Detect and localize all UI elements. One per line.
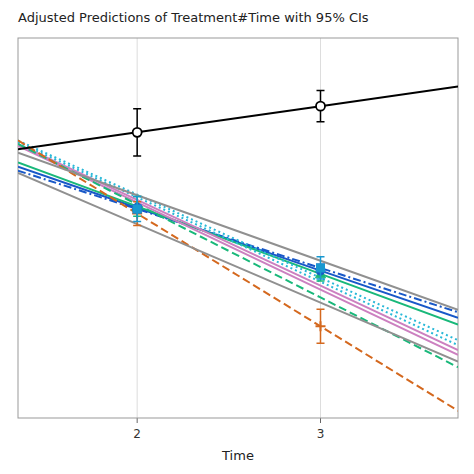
point — [316, 102, 325, 111]
tick-label: 2 — [133, 427, 141, 441]
point — [133, 205, 141, 213]
plot-area — [18, 86, 458, 410]
series-points — [133, 90, 325, 156]
grid-line — [137, 38, 138, 418]
series-line — [18, 142, 458, 345]
tick-mark — [137, 418, 138, 423]
x-axis-label: Time — [221, 448, 254, 463]
series-line — [18, 167, 458, 318]
title: Adjusted Predictions of Treatment#Time w… — [18, 10, 369, 25]
series-line — [18, 144, 458, 367]
series-line — [18, 144, 458, 350]
series-points — [132, 202, 325, 344]
error-bar — [317, 257, 325, 279]
series-points — [133, 203, 325, 275]
series-line — [18, 173, 458, 362]
chart: Adjusted Predictions of Treatment#Time w… — [0, 0, 474, 474]
point — [317, 264, 325, 272]
point — [133, 128, 142, 137]
point — [133, 203, 142, 212]
point — [317, 264, 325, 272]
error-bar — [317, 90, 325, 121]
series-line — [18, 163, 458, 325]
point — [133, 205, 141, 213]
series-line — [18, 86, 458, 149]
background — [0, 0, 474, 474]
error-bar — [317, 309, 325, 343]
series-line — [18, 146, 458, 355]
plot-frame — [18, 38, 458, 418]
series-line — [18, 153, 458, 310]
tick-label: 3 — [317, 427, 325, 441]
series-points — [133, 197, 324, 280]
series-line — [18, 140, 458, 410]
error-bar — [133, 197, 141, 222]
tick-mark — [320, 418, 321, 423]
series-points — [133, 205, 324, 272]
error-bar — [133, 109, 141, 156]
point — [316, 321, 326, 331]
series-line — [18, 141, 458, 341]
series-points — [132, 197, 325, 282]
